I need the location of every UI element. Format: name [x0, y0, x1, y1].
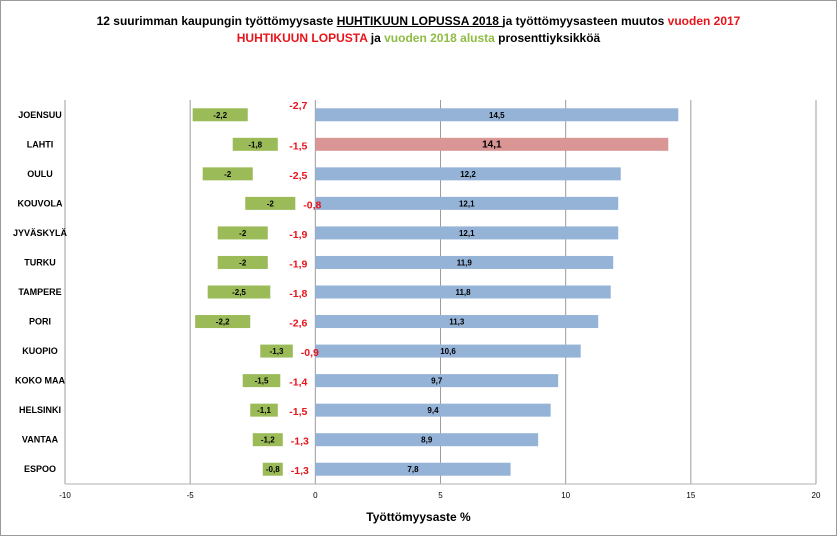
change-2018-bar: [245, 196, 296, 210]
rate-label: 14,5: [489, 111, 505, 120]
rate-bar: [315, 344, 581, 358]
rate-label: 9,4: [427, 406, 439, 415]
change-2017-label: -1,9: [289, 258, 307, 270]
title-text-2: ja työttömyysasteen muutos: [502, 14, 668, 28]
change-2018-bar: [207, 285, 271, 299]
change-2017-label: -2,6: [289, 318, 307, 330]
change-2018-label: -1,8: [248, 140, 262, 149]
change-2017-label: -2,5: [289, 170, 307, 182]
title2-text-red: HUHTIKUUN LOPUSTA: [236, 31, 368, 45]
title-text-red: vuoden 2017: [667, 14, 741, 28]
change-2018-label: -1,5: [255, 377, 269, 386]
change-2018-bar: [217, 255, 268, 269]
change-2017-label: -1,8: [289, 288, 307, 300]
change-2018-label: -2: [224, 170, 232, 179]
change-2018-label: -2,2: [213, 111, 227, 120]
change-2018-label: -1,2: [261, 436, 275, 445]
change-2017-label: -0,9: [301, 347, 319, 359]
change-2018-bar: [217, 226, 268, 240]
change-2017-label: -1,9: [289, 229, 307, 241]
change-2018-bar: [195, 315, 251, 329]
category-label: LAHTI: [27, 139, 54, 149]
change-2018-bar: [250, 403, 278, 417]
rate-bar: [315, 433, 539, 447]
x-tick-label: 20: [812, 491, 821, 500]
rate-bar: [315, 137, 669, 151]
change-2017-label: -1,4: [289, 377, 307, 389]
rate-bar: [315, 255, 614, 269]
category-label: JOENSUU: [18, 110, 62, 120]
change-2018-label: -0,8: [266, 465, 280, 474]
rate-label: 10,6: [440, 347, 456, 356]
category-label: KUOPIO: [22, 346, 58, 356]
change-2017-label: -1,3: [291, 465, 309, 477]
category-label: VANTAA: [22, 435, 59, 445]
change-2018-bar: [192, 108, 248, 122]
rate-bar: [315, 285, 611, 299]
change-2017-label: -0,8: [303, 199, 321, 211]
x-tick-label: -5: [187, 491, 195, 500]
change-2017-label: -1,5: [289, 140, 307, 152]
change-2017-label: -1,3: [291, 436, 309, 448]
rate-label: 11,3: [449, 318, 465, 327]
rate-bar: [315, 196, 619, 210]
change-2018-label: -1,3: [270, 347, 284, 356]
x-tick-label: 15: [686, 491, 695, 500]
change-2018-label: -2: [239, 229, 247, 238]
chart-title-line1: 12 suurimman kaupungin työttömyysaste HU…: [0, 13, 837, 29]
title2-text-1: ja: [367, 31, 385, 45]
change-2018-label: -1,1: [257, 406, 271, 415]
category-label: OULU: [27, 169, 53, 179]
change-2018-bar: [232, 137, 278, 151]
category-label: ESPOO: [24, 464, 56, 474]
x-tick-label: 0: [313, 491, 318, 500]
category-label: TAMPERE: [18, 287, 61, 297]
x-axis-title: Työttömyysaste %: [366, 510, 471, 524]
title2-text-green: vuoden 2018 alusta: [384, 31, 495, 45]
category-label: PORI: [29, 317, 51, 327]
category-label: HELSINKI: [19, 405, 61, 415]
category-label: KOKO MAA: [15, 376, 65, 386]
rate-label: 11,9: [457, 258, 473, 267]
title2-text-2: prosenttiyksikköä: [494, 31, 601, 45]
change-2018-label: -2: [239, 258, 247, 267]
change-2018-label: -2: [267, 199, 275, 208]
change-2018-bar: [202, 167, 253, 181]
change-2018-bar: [262, 462, 283, 476]
rate-bar: [315, 462, 511, 476]
chart-title-line2: HUHTIKUUN LOPUSTA ja vuoden 2018 alusta …: [0, 30, 837, 46]
change-2017-label: -2,7: [289, 100, 307, 112]
rate-label: 12,2: [460, 170, 476, 179]
category-label: KOUVOLA: [18, 198, 64, 208]
rate-label: 7,8: [407, 465, 419, 474]
x-tick-label: 10: [561, 491, 570, 500]
change-2018-label: -2,2: [216, 318, 230, 327]
rate-label: 8,9: [421, 436, 433, 445]
rate-label: 11,8: [455, 288, 471, 297]
rate-bar: [315, 403, 551, 417]
rate-label: 12,1: [459, 199, 475, 208]
change-2018-bar: [260, 344, 293, 358]
rate-label: 14,1: [482, 139, 502, 150]
rate-bar: [315, 167, 621, 181]
rate-bar: [315, 108, 679, 122]
title-text-1: 12 suurimman kaupungin työttömyysaste: [96, 14, 337, 28]
change-2018-bar: [252, 433, 283, 447]
category-label: TURKU: [24, 257, 56, 267]
rate-label: 9,7: [431, 377, 443, 386]
rate-label: 12,1: [459, 229, 475, 238]
rate-bar: [315, 374, 559, 388]
rate-bar: [315, 315, 599, 329]
x-tick-label: -10: [59, 491, 71, 500]
change-2018-bar: [242, 374, 281, 388]
rate-bar: [315, 226, 619, 240]
change-2017-label: -1,5: [289, 406, 307, 418]
change-2018-label: -2,5: [232, 288, 246, 297]
x-tick-label: 5: [438, 491, 443, 500]
category-label: JYVÄSKYLÄ: [13, 228, 68, 238]
title-text-highlight: HUHTIKUUN LOPUSSA 2018: [336, 14, 503, 28]
